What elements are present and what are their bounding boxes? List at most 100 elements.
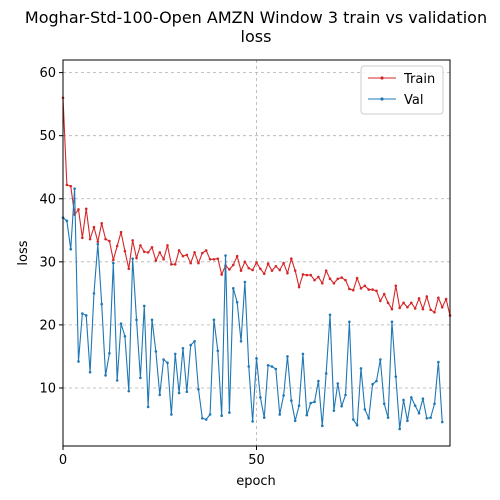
point-val-96 xyxy=(433,402,436,406)
point-val-33 xyxy=(189,343,193,347)
point-train-89 xyxy=(406,305,409,309)
point-val-39 xyxy=(212,318,216,322)
point-val-79 xyxy=(367,416,371,420)
point-val-19 xyxy=(135,318,138,322)
point-train-29 xyxy=(173,263,177,266)
point-val-12 xyxy=(108,351,111,355)
point-train-7 xyxy=(88,237,92,241)
point-train-57 xyxy=(282,261,285,265)
point-val-90 xyxy=(410,396,413,399)
point-train-91 xyxy=(413,307,417,310)
point-val-98 xyxy=(440,420,444,424)
point-train-9 xyxy=(96,240,100,243)
point-train-43 xyxy=(228,268,231,271)
point-val-20 xyxy=(139,376,142,380)
point-val-97 xyxy=(437,360,440,364)
point-train-94 xyxy=(425,295,429,298)
point-val-94 xyxy=(425,416,429,420)
point-train-45 xyxy=(235,254,239,258)
point-val-21 xyxy=(142,304,146,308)
point-val-55 xyxy=(274,367,278,371)
point-train-66 xyxy=(317,275,320,279)
point-val-78 xyxy=(363,408,367,411)
point-val-7 xyxy=(88,370,92,374)
y-tick-label-60: 60 xyxy=(39,66,56,81)
point-val-75 xyxy=(351,418,355,421)
point-val-44 xyxy=(231,287,235,290)
point-train-85 xyxy=(390,307,394,311)
point-train-38 xyxy=(208,258,212,261)
point-val-22 xyxy=(146,405,150,409)
point-train-24 xyxy=(154,259,158,262)
x-tick-label-0: 0 xyxy=(59,453,67,468)
point-val-73 xyxy=(344,393,347,397)
point-train-84 xyxy=(386,301,390,305)
series-layer xyxy=(61,96,452,431)
point-val-72 xyxy=(340,404,343,408)
point-train-58 xyxy=(286,271,289,275)
point-train-82 xyxy=(379,299,382,303)
point-train-80 xyxy=(371,288,374,291)
point-val-37 xyxy=(204,418,208,421)
point-train-60 xyxy=(293,269,297,272)
point-train-14 xyxy=(115,244,119,248)
point-train-1 xyxy=(65,183,69,187)
point-val-14 xyxy=(115,379,119,382)
point-train-46 xyxy=(239,269,243,272)
point-train-8 xyxy=(92,225,96,229)
point-train-5 xyxy=(81,236,84,240)
point-val-16 xyxy=(123,334,127,338)
point-val-17 xyxy=(127,389,131,393)
point-val-2 xyxy=(69,247,73,251)
chart-title-line-2: loss xyxy=(241,27,272,46)
point-train-41 xyxy=(220,273,223,276)
point-val-57 xyxy=(282,394,285,397)
point-train-88 xyxy=(402,301,405,305)
point-val-10 xyxy=(100,302,103,306)
point-train-22 xyxy=(146,251,150,254)
point-train-79 xyxy=(367,288,371,291)
point-val-38 xyxy=(208,413,212,416)
point-val-1 xyxy=(65,219,69,223)
point-val-45 xyxy=(235,300,239,304)
point-val-26 xyxy=(162,358,165,361)
point-train-87 xyxy=(398,306,401,310)
point-train-96 xyxy=(433,310,436,314)
y-tick-label-40: 40 xyxy=(39,192,56,207)
point-train-64 xyxy=(309,273,312,277)
point-train-48 xyxy=(247,266,251,270)
point-train-27 xyxy=(166,244,169,247)
point-train-52 xyxy=(262,272,266,276)
y-axis-label: loss xyxy=(16,240,31,265)
point-val-51 xyxy=(259,396,262,399)
point-train-51 xyxy=(259,267,262,271)
point-val-88 xyxy=(402,398,405,402)
point-val-48 xyxy=(247,365,251,368)
point-val-58 xyxy=(286,355,289,358)
point-train-30 xyxy=(177,249,181,252)
point-train-18 xyxy=(131,239,134,242)
point-val-65 xyxy=(313,400,316,404)
point-train-97 xyxy=(437,296,440,300)
legend-train-marker xyxy=(380,76,384,80)
point-val-82 xyxy=(379,358,382,361)
point-val-35 xyxy=(197,387,200,391)
point-val-43 xyxy=(228,411,231,414)
point-val-34 xyxy=(193,340,196,343)
point-val-85 xyxy=(390,320,394,324)
point-train-92 xyxy=(417,297,421,300)
legend-val-label: Val xyxy=(404,93,423,108)
point-val-62 xyxy=(301,352,305,356)
point-train-4 xyxy=(77,208,80,211)
point-val-15 xyxy=(119,322,123,325)
point-val-47 xyxy=(243,280,247,284)
point-train-83 xyxy=(382,292,386,296)
point-train-90 xyxy=(410,301,413,305)
point-train-13 xyxy=(112,258,115,262)
legend-val-marker xyxy=(380,97,384,101)
x-axis-ticks: 0 50 xyxy=(59,446,265,468)
point-train-61 xyxy=(297,285,301,289)
point-train-68 xyxy=(324,269,328,272)
point-val-4 xyxy=(77,360,80,363)
